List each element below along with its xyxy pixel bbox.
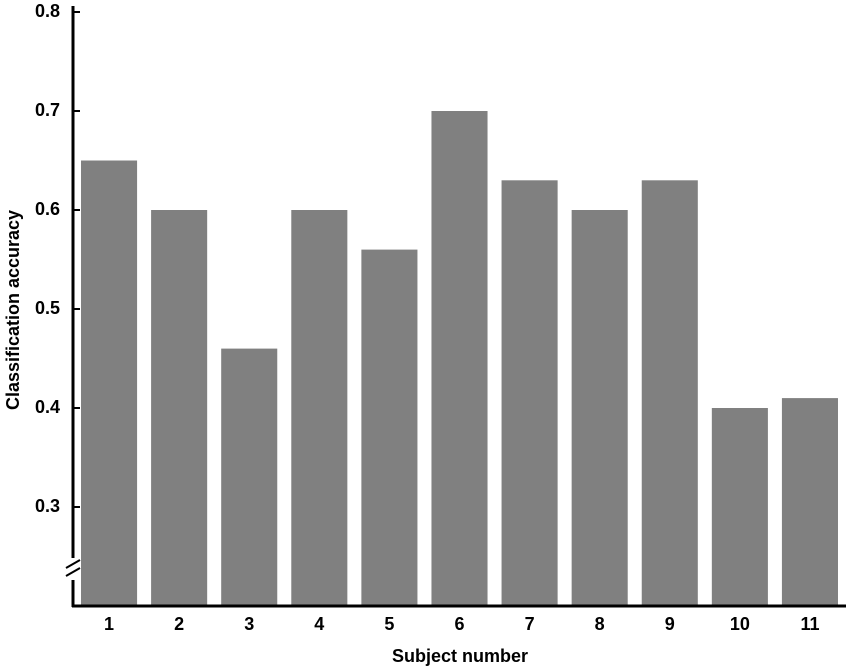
bar bbox=[571, 210, 628, 606]
bar bbox=[221, 348, 278, 606]
axis-break bbox=[65, 559, 81, 569]
x-tick-label: 3 bbox=[244, 614, 254, 634]
y-tick-label: 0.8 bbox=[35, 1, 60, 21]
bar bbox=[81, 160, 138, 606]
bar bbox=[291, 210, 348, 606]
y-tick-label: 0.3 bbox=[35, 496, 60, 516]
axis-break bbox=[65, 567, 81, 577]
x-tick-label: 1 bbox=[104, 614, 114, 634]
y-tick-label: 0.4 bbox=[35, 397, 60, 417]
y-tick-label: 0.6 bbox=[35, 199, 60, 219]
x-axis-label: Subject number bbox=[392, 646, 528, 666]
y-tick-label: 0.5 bbox=[35, 298, 60, 318]
bars bbox=[81, 111, 838, 607]
x-tick-label: 5 bbox=[384, 614, 394, 634]
x-tick-label: 2 bbox=[174, 614, 184, 634]
x-tick-label: 10 bbox=[730, 614, 750, 634]
bar bbox=[781, 398, 838, 606]
x-tick-label: 8 bbox=[595, 614, 605, 634]
x-tick-label: 6 bbox=[454, 614, 464, 634]
bar bbox=[501, 180, 558, 607]
x-tick-label: 4 bbox=[314, 614, 324, 634]
bar bbox=[151, 210, 208, 606]
y-axis-label: Classification accuracy bbox=[3, 210, 23, 410]
bar bbox=[431, 111, 488, 606]
x-tick-label: 9 bbox=[665, 614, 675, 634]
bar bbox=[641, 180, 698, 607]
bar bbox=[711, 408, 768, 606]
y-tick-label: 0.7 bbox=[35, 100, 60, 120]
bar bbox=[361, 249, 418, 606]
x-tick-label: 7 bbox=[525, 614, 535, 634]
x-tick-label: 11 bbox=[800, 614, 819, 634]
